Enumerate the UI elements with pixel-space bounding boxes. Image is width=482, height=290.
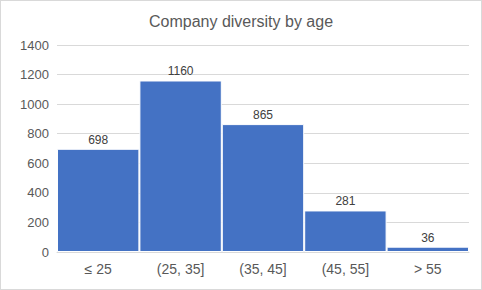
svg-text:(25, 35]: (25, 35] bbox=[157, 261, 204, 277]
svg-text:600: 600 bbox=[27, 156, 49, 171]
svg-text:1200: 1200 bbox=[20, 67, 49, 82]
svg-text:36: 36 bbox=[421, 231, 435, 245]
svg-text:865: 865 bbox=[253, 108, 273, 122]
svg-text:0: 0 bbox=[42, 245, 49, 260]
svg-text:400: 400 bbox=[27, 185, 49, 200]
svg-text:Company diversity by age: Company diversity by age bbox=[149, 13, 333, 30]
svg-text:(35, 45]: (35, 45] bbox=[239, 261, 286, 277]
svg-text:1000: 1000 bbox=[20, 97, 49, 112]
svg-text:> 55: > 55 bbox=[414, 261, 442, 277]
svg-text:800: 800 bbox=[27, 126, 49, 141]
svg-text:1160: 1160 bbox=[168, 64, 194, 78]
svg-text:698: 698 bbox=[88, 133, 108, 147]
svg-text:1400: 1400 bbox=[20, 38, 49, 53]
svg-text:200: 200 bbox=[27, 215, 49, 230]
svg-text:281: 281 bbox=[335, 194, 355, 208]
svg-text:≤ 25: ≤ 25 bbox=[85, 261, 112, 277]
svg-text:(45, 55]: (45, 55] bbox=[322, 261, 369, 277]
